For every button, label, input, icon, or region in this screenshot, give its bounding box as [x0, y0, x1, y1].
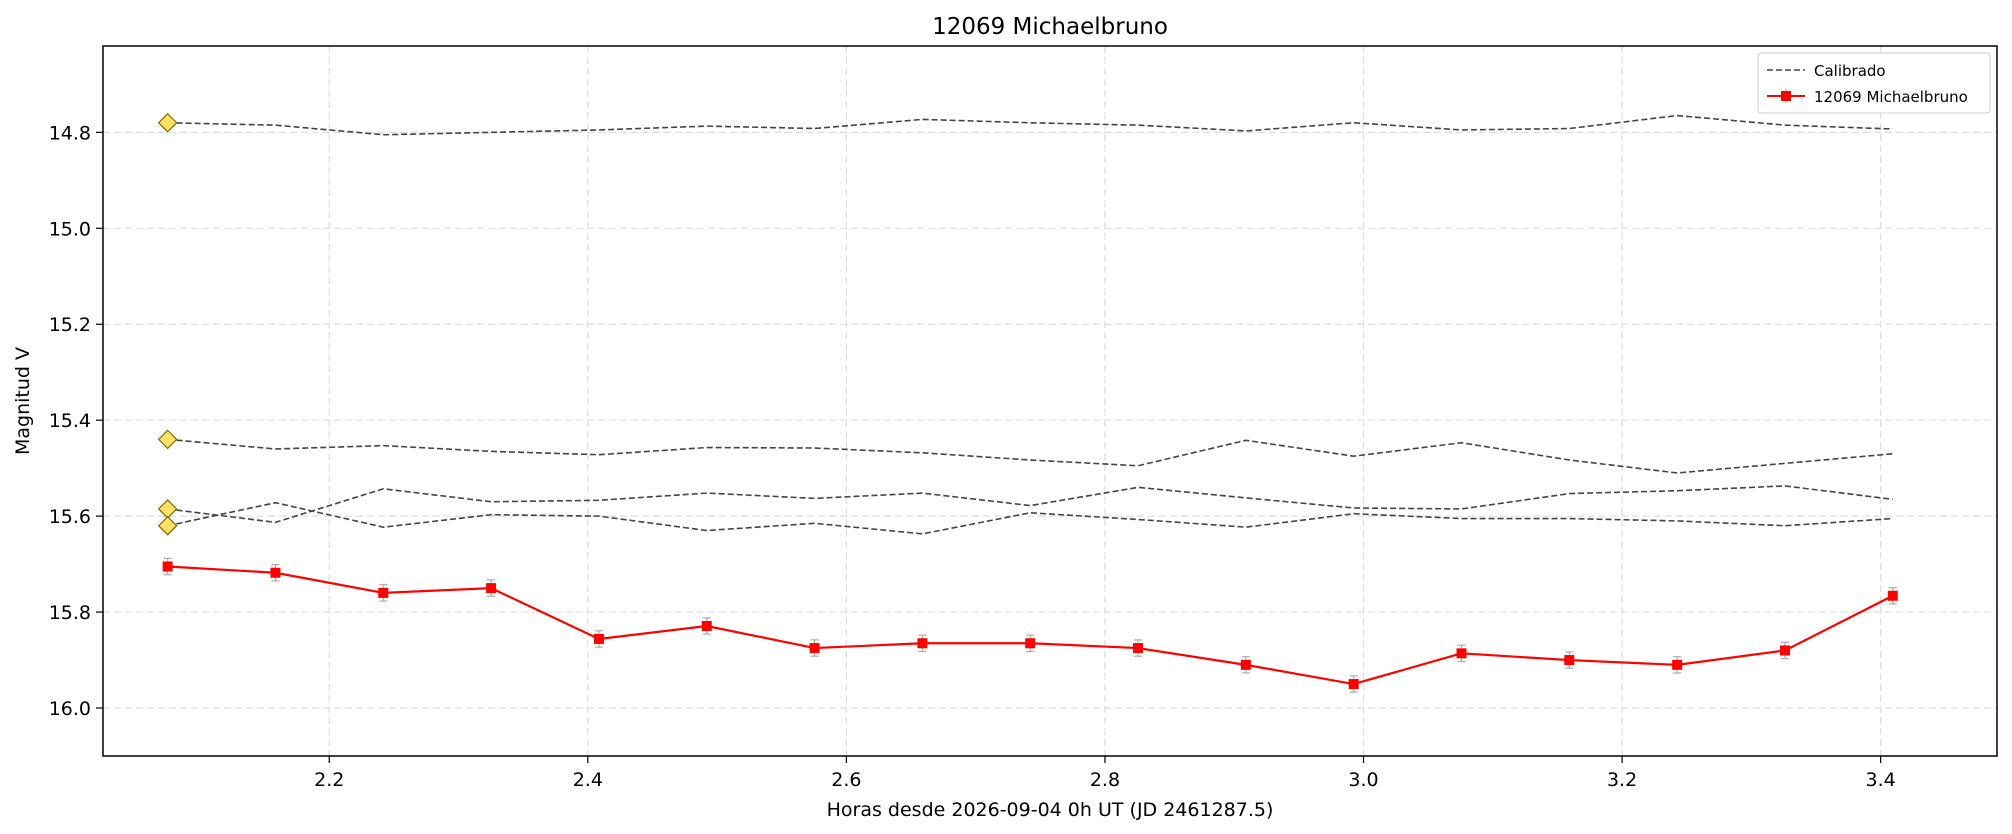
reference-star-marker [157, 429, 178, 450]
grid [103, 46, 1997, 756]
legend-box [1757, 52, 1991, 114]
target-data-point [1564, 655, 1575, 666]
target-data-point [1025, 638, 1036, 649]
target-data-point [1672, 659, 1683, 670]
x-axis-label: Horas desde 2026-09-04 0h UT (JD 2461287… [827, 799, 1274, 821]
target-series [162, 557, 1898, 693]
reference-star-marker [157, 499, 178, 519]
target-data-point [1133, 643, 1144, 654]
target-data-point [162, 561, 173, 572]
plot-frame [102, 45, 1998, 757]
y-tick-label: 15.6 [49, 506, 91, 528]
reference-star-marker [157, 112, 178, 133]
x-tick-label: 2.4 [573, 769, 603, 791]
x-tick-label: 2.2 [314, 769, 344, 791]
legend-calibrado-label: Calibrado [1814, 62, 1886, 80]
target-data-point [809, 643, 820, 654]
x-axis-ticks: 2.2 2.4 2.6 2.8 3.0 3.2 3.4 [314, 756, 1896, 791]
legend-target-label: 12069 Michaelbruno [1814, 88, 1968, 106]
y-axis-label: Magnitud V [12, 347, 34, 455]
target-data-point [1456, 648, 1467, 659]
target-data-point [917, 638, 928, 649]
reference-lines [167, 114, 1893, 535]
target-data-point [1779, 645, 1790, 656]
target-data-point [1887, 590, 1898, 601]
reference-series-line [167, 438, 1893, 474]
y-tick-label: 15.4 [49, 410, 91, 432]
target-data-point [593, 633, 604, 644]
y-tick-label: 15.2 [49, 314, 91, 336]
legend-target-marker [1781, 91, 1791, 101]
target-series-line [167, 565, 1894, 686]
target-data-point [1240, 659, 1251, 670]
y-axis-ticks: 14.8 15.0 15.2 15.4 15.6 15.8 16.0 [49, 122, 103, 720]
x-tick-label: 2.6 [831, 769, 861, 791]
target-data-point [378, 587, 389, 598]
x-tick-label: 3.2 [1607, 769, 1637, 791]
reference-markers [157, 112, 178, 536]
legend: Calibrado 12069 Michaelbruno [1757, 52, 1991, 114]
x-tick-label: 3.0 [1348, 769, 1378, 791]
y-tick-label: 15.8 [49, 602, 91, 624]
target-data-point [270, 567, 281, 578]
y-tick-label: 15.0 [49, 218, 91, 240]
reference-series-line [167, 501, 1893, 535]
x-tick-label: 2.8 [1090, 769, 1120, 791]
target-data-point [701, 620, 712, 631]
x-tick-label: 3.4 [1866, 769, 1896, 791]
y-tick-label: 16.0 [49, 698, 91, 720]
target-data-point [1348, 679, 1359, 690]
reference-star-marker [157, 515, 178, 536]
reference-series-line [167, 485, 1893, 524]
y-tick-label: 14.8 [49, 122, 91, 144]
chart-title: 12069 Michaelbruno [932, 14, 1168, 40]
target-data-point [486, 583, 497, 594]
